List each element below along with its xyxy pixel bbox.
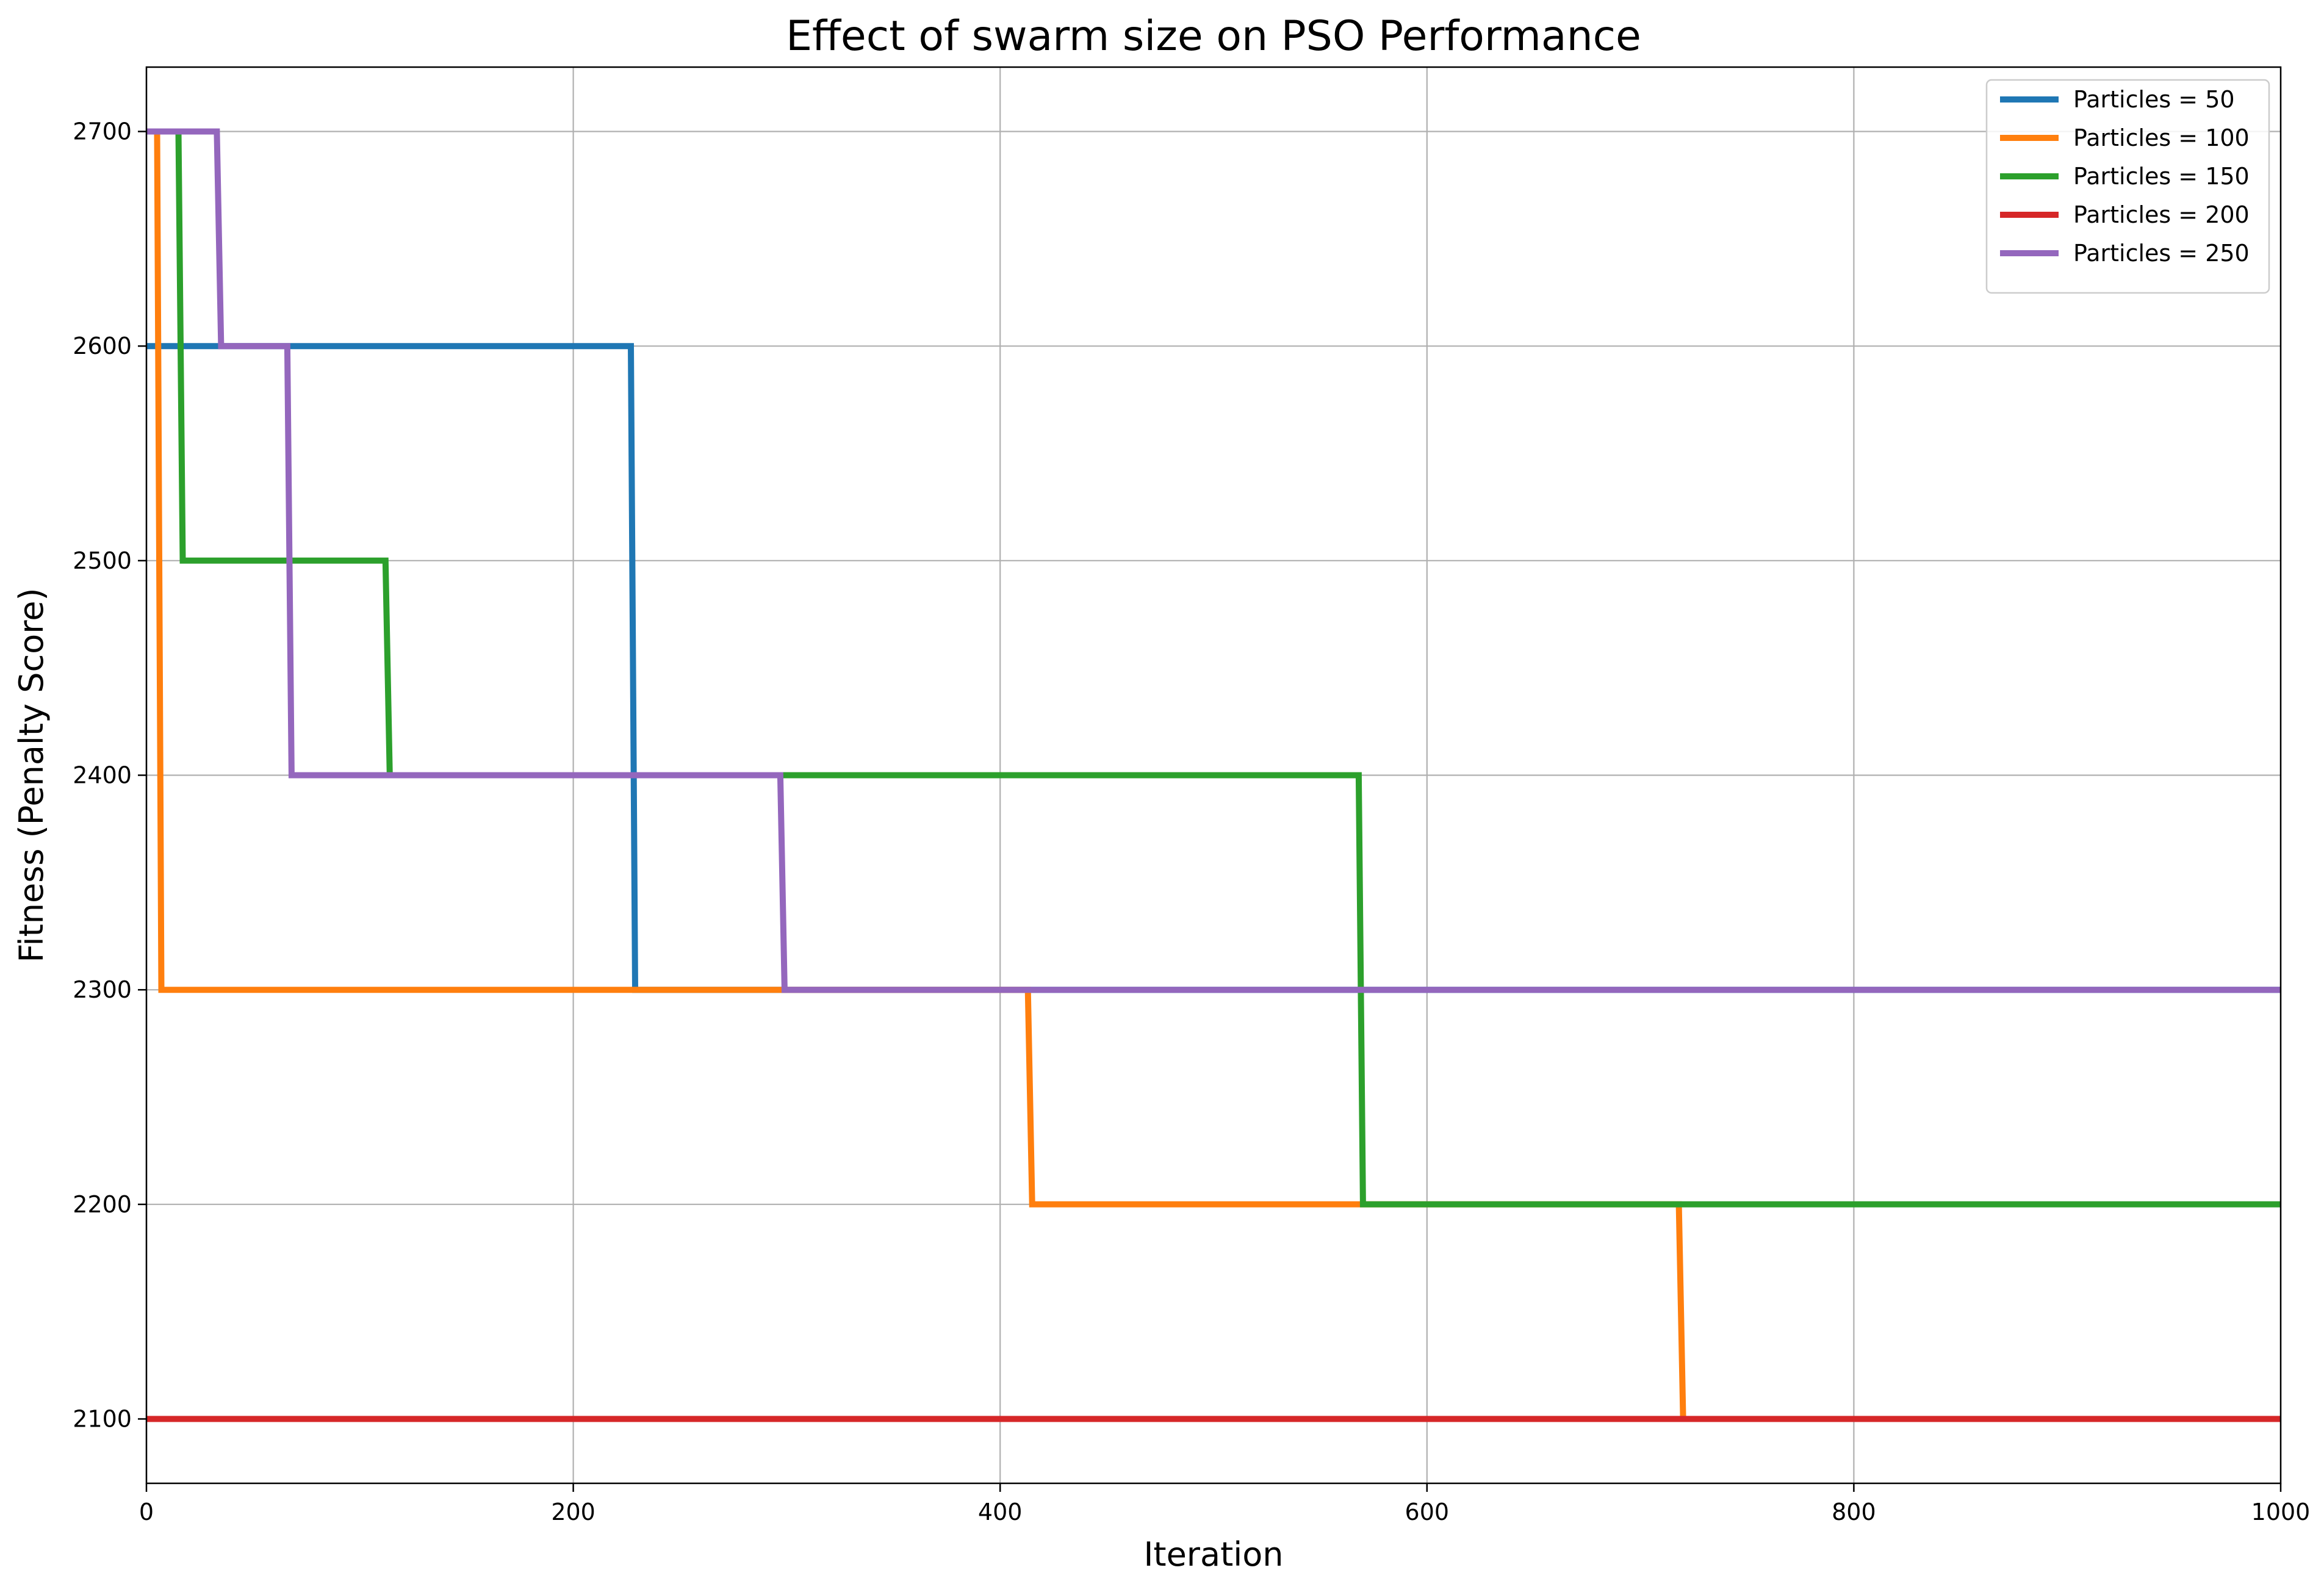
y-tick-label: 2100 xyxy=(73,1406,132,1433)
x-axis-label: Iteration xyxy=(1143,1535,1283,1574)
chart-title: Effect of swarm size on PSO Performance xyxy=(786,12,1641,60)
plot-series xyxy=(146,128,2281,1422)
legend-label-4: Particles = 200 xyxy=(2073,201,2250,228)
series-line-2 xyxy=(146,128,2281,1422)
series-line-3 xyxy=(146,128,2281,1208)
y-tick-label: 2700 xyxy=(73,118,132,145)
x-tick-label: 600 xyxy=(1405,1499,1450,1525)
legend-label-3: Particles = 150 xyxy=(2073,163,2250,190)
x-tick-label: 800 xyxy=(1832,1499,1876,1525)
y-axis-label: Fitness (Penalty Score) xyxy=(12,588,51,962)
axis-ticks: 0 200 400 600 800 1000 2100 2200 2300 2400 2500 260… xyxy=(73,118,2310,1526)
legend-box xyxy=(1985,79,2270,294)
series-line-5 xyxy=(146,128,2281,993)
y-tick-label: 2400 xyxy=(73,762,132,789)
y-tick-label: 2200 xyxy=(73,1191,132,1218)
legend: Particles = 50 Particles = 100 Particles =… xyxy=(1985,79,2270,294)
x-tick-label: 400 xyxy=(978,1499,1023,1525)
y-tick-label: 2300 xyxy=(73,976,132,1003)
y-tick-label: 2600 xyxy=(73,333,132,359)
x-tick-label: 1000 xyxy=(2251,1499,2311,1525)
legend-label-1: Particles = 50 xyxy=(2073,86,2235,113)
legend-label-2: Particles = 100 xyxy=(2073,124,2250,151)
x-tick-label: 0 xyxy=(139,1499,154,1525)
y-tick-label: 2500 xyxy=(73,547,132,574)
x-tick-label: 200 xyxy=(551,1499,595,1525)
legend-label-5: Particles = 250 xyxy=(2073,240,2250,267)
